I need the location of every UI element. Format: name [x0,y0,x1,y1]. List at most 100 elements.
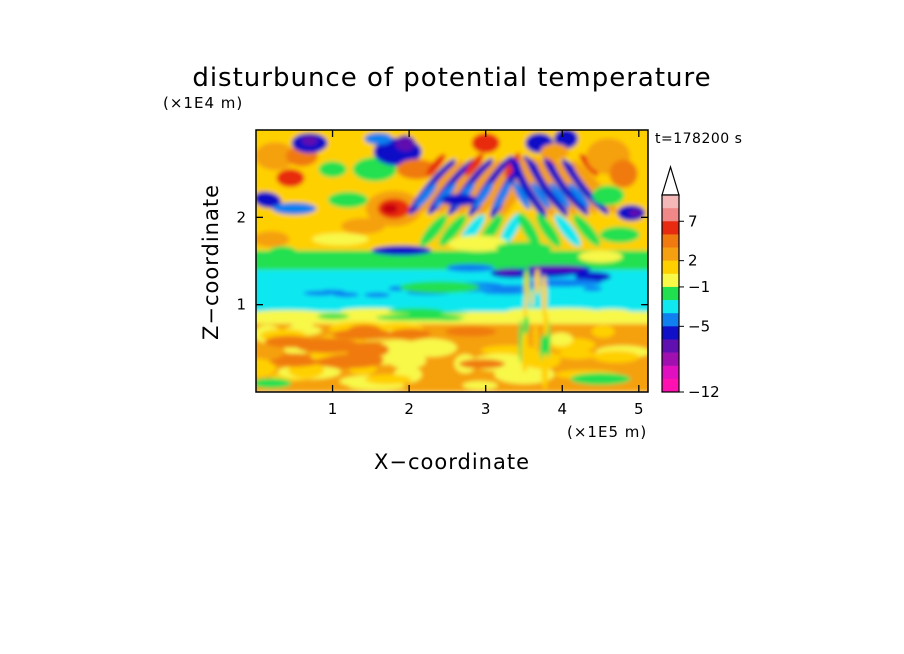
wave-crest-cold [568,182,590,209]
wave-crest-cold [473,182,494,209]
wave-crest-warm [465,153,484,177]
transition-patch [340,308,404,315]
aloft-warm-patch [609,159,638,188]
cold-band [574,271,611,282]
low-level-cool-patch [256,378,292,389]
low-level-patch [548,332,573,346]
cool-streak [364,292,391,298]
wave-crest-cold [549,182,571,209]
vertical-noise [541,274,547,318]
wave-crest-cool [439,214,467,247]
low-level-warm-patch [331,329,395,340]
colorbar-extend-arrow [661,164,680,196]
aloft-mid-patch [578,250,623,263]
wave-crest-cool [419,214,448,247]
low-level-warm-patch [295,338,361,354]
vertical-noise [521,329,529,373]
x-axis: 1 2 3 4 5 [328,130,644,418]
cool-streak [327,289,346,295]
cool-streak [399,281,480,294]
x-tick-label: 2 [404,400,414,418]
wave-crest-cold [531,182,551,209]
colorbar-swatch [662,247,679,261]
colorbar-swatch [662,195,679,209]
low-level-cool-patch [570,372,631,385]
transition-patch [317,313,350,320]
colorbar-level-label: −12 [688,383,720,401]
wave-crest-cold [509,155,547,219]
low-level-patch [593,350,640,363]
x-tick-label: 3 [481,400,491,418]
time-label: t=178200 s [655,131,742,147]
cold-band [446,263,495,272]
x-unit-label: (×1E5 m) [567,423,647,441]
aloft-warm-patch [276,169,305,188]
low-level-patch [557,350,597,360]
aloft-mid-patch [318,161,347,178]
colorbar-swatch [662,378,679,393]
low-level-patch [256,358,276,378]
x-tick-label: 1 [328,400,338,418]
colorbar-level-label: 2 [688,252,698,270]
aloft-warm-patch [471,133,500,154]
aloft-warm-patch [540,143,569,160]
cool-streak [485,284,537,290]
colorbar-swatch [662,208,679,222]
y-tick-label: 1 [236,296,246,314]
colorbar-swatch [662,300,679,314]
colorbar-swatch [662,326,679,340]
wave-crest-warm [418,160,464,214]
low-level-patch [462,381,498,390]
colorbar-swatch [662,352,679,367]
wave-crest-cold [525,157,569,217]
transition-patch [533,308,598,315]
cold-band-core [524,264,585,271]
chart-title: disturbunce of potential temperature [192,63,711,93]
aloft-cold-patch [554,130,579,149]
aloft-cold-patch [272,202,317,215]
colorbar-swatch [662,313,679,327]
aloft-mid-patch [495,241,552,254]
aloft-mid-patch [599,226,640,243]
low-level-patch [364,374,412,385]
wave-crest-cool [498,212,522,249]
plot-frame [255,129,649,393]
aloft-mid-patch [327,191,368,208]
vertical-noise [530,289,534,308]
cool-streak [487,289,529,295]
low-level-patch [591,325,615,338]
wave-crest-warm [426,153,446,176]
low-level-warm-patch [444,326,497,337]
x-axis-label: X−coordinate [374,450,530,474]
transition-patch [393,314,464,321]
colorbar-swatch [662,221,679,235]
colorbar-swatch [662,365,679,380]
colorbar-swatch [662,286,679,301]
wave-crest-cool [535,213,561,248]
vertical-noise [524,270,529,306]
vertical-noise [541,352,549,390]
low-level-warm-patch [458,359,506,369]
wave-crest-cool [518,212,541,249]
cold-band [522,278,603,287]
colorbar-swatch [662,339,679,353]
aloft-cold-core [395,135,416,152]
aloft-cold-core [628,208,641,217]
wave-crest-cold [543,158,589,216]
wave-crest-cold [415,182,437,209]
aloft-cold-core [301,135,318,146]
x-tick-label: 5 [634,400,644,418]
field-band-green [256,250,648,270]
x-tick-label: 4 [557,400,567,418]
colorbar-frame [661,194,680,393]
wave-crest-cold [512,181,531,210]
wave-crest-cold [493,181,512,210]
aloft-mid-patch [312,233,369,246]
aloft-cold-patch [440,193,477,206]
vertical-noise [523,316,529,334]
wave-crest-cool [573,214,601,247]
low-level-warm-patch [277,353,313,367]
plot-area [256,130,648,392]
y-axis-label: Z−coordinate [199,184,223,340]
